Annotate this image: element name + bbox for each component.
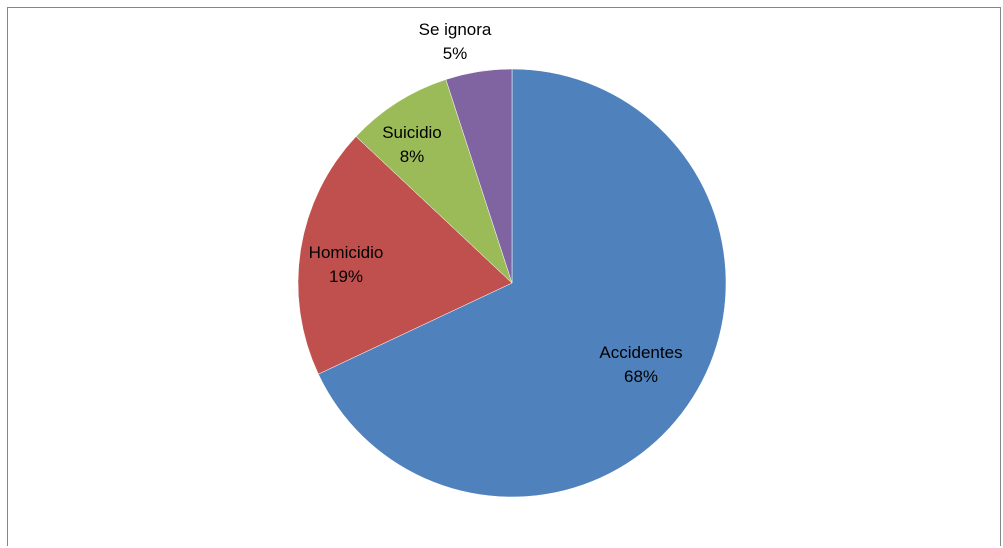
- data-label-value: 5%: [443, 44, 468, 63]
- data-label-name: Se ignora: [419, 20, 492, 39]
- data-label-name: Accidentes: [599, 343, 682, 362]
- pie-data-labels: Accidentes 68% Homicidio 19% Suicidio 8% Se ig…: [309, 20, 683, 386]
- pie-slice-suicidio: [355, 79, 513, 284]
- data-label-value: 19%: [329, 267, 363, 286]
- pie-slice-accidentes: [318, 68, 727, 498]
- data-label-name: Suicidio: [382, 123, 442, 142]
- pie-slice-homicidio: [297, 136, 513, 375]
- pie-slice-se-ignora: [445, 68, 513, 284]
- data-label-name: Homicidio: [309, 243, 384, 262]
- data-label-value: 8%: [400, 147, 425, 166]
- pie-slices: [297, 68, 727, 498]
- data-label-value: 68%: [624, 367, 658, 386]
